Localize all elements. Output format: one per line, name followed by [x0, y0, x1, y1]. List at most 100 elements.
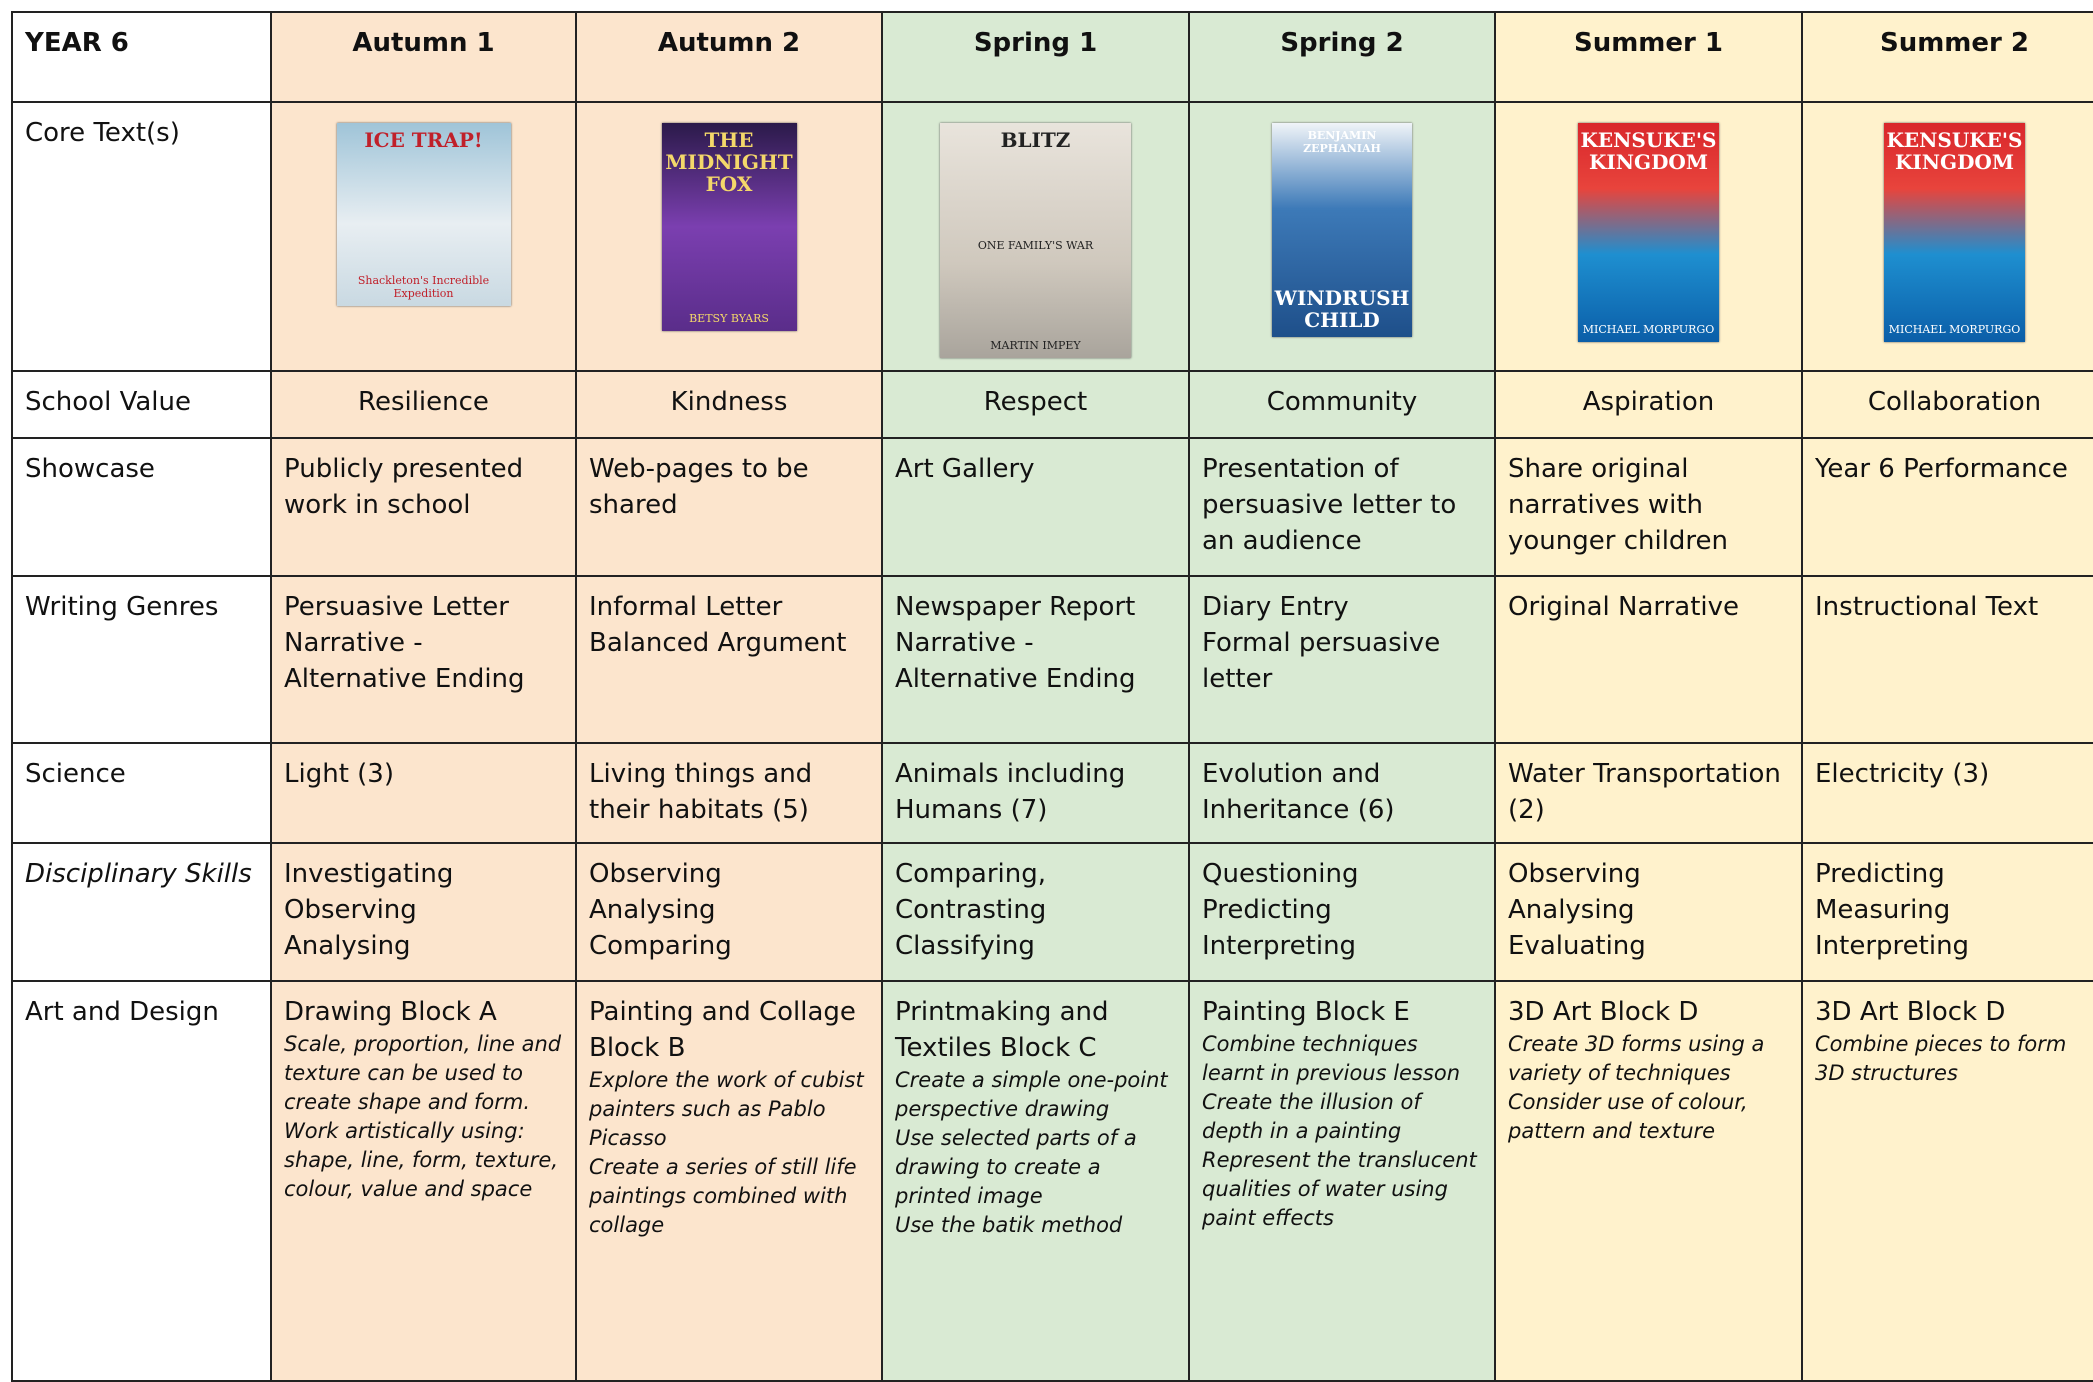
cell: Aspiration: [1494, 370, 1803, 439]
cell-line: Diary Entry: [1202, 592, 1349, 622]
art-cell: Printmaking and Textiles Block C Create a…: [881, 980, 1190, 1382]
cell-line: Classifying: [895, 931, 1035, 961]
cell-line: Newspaper Report: [895, 592, 1136, 622]
cell: Investigating Observing Analysing: [270, 842, 577, 982]
cell-line: Web-pages to be shared: [589, 454, 809, 520]
cell-line: Interpreting: [1815, 931, 1970, 961]
cell-line: Share original narratives with younger c…: [1508, 454, 1729, 556]
cover-title: THE MIDNIGHT FOX: [665, 128, 793, 196]
cell-line: Observing: [1508, 859, 1641, 889]
art-note: Create the illusion of depth in a painti…: [1202, 1090, 1421, 1143]
cell-line: Interpreting: [1202, 931, 1357, 961]
cover-title: KENSUKE'S KINGDOM: [1580, 128, 1717, 174]
cell: Share original narratives with younger c…: [1494, 437, 1803, 577]
art-cell: 3D Art Block D Combine pieces to form 3D …: [1801, 980, 2093, 1382]
cover-cell: THE MIDNIGHT FOX BETSY BYARS: [575, 101, 883, 372]
cell: Comparing, Contrasting Classifying: [881, 842, 1190, 982]
cell: Resilience: [270, 370, 577, 439]
cell: Instructional Text: [1801, 575, 2093, 744]
cell-line: Predicting: [1815, 859, 1945, 889]
cell-line: Evaluating: [1508, 931, 1646, 961]
cell: Living things and their habitats (5): [575, 742, 883, 844]
cell-line: Narrative - Alternative Ending: [284, 628, 525, 694]
row-label: Showcase: [11, 437, 272, 577]
cover-title: ICE TRAP!: [364, 128, 483, 152]
term-header: Autumn 1: [270, 11, 577, 103]
cell-line: Living things and their habitats (5): [589, 759, 813, 825]
cell-line: Year 6 Performance: [1815, 454, 2068, 484]
art-note: Scale, proportion, line and texture can …: [284, 1032, 562, 1114]
art-note: Combine techniques learnt in previous le…: [1202, 1032, 1461, 1085]
art-note: Represent the translucent qualities of w…: [1202, 1148, 1477, 1230]
cell-line: Light (3): [284, 759, 394, 789]
cell-line: Respect: [983, 387, 1088, 417]
cell-line: Observing: [589, 859, 722, 889]
cover-title: KENSUKE'S KINGDOM: [1886, 128, 2023, 174]
cell-line: Observing: [284, 895, 417, 925]
term-header: Spring 2: [1188, 11, 1496, 103]
cover-cell: ICE TRAP! Shackleton's Incredible Expedit…: [270, 101, 577, 372]
cover-author: MICHAEL MORPURGO: [1888, 323, 2021, 336]
cell-line: Aspiration: [1582, 387, 1715, 417]
table-row: Writing Genres Persuasive Letter Narrative…: [11, 575, 2093, 744]
book-cover: KENSUKE'S KINGDOM MICHAEL MORPURGO: [1578, 123, 1719, 342]
book-cover: ICE TRAP! Shackleton's Incredible Expedit…: [336, 123, 511, 306]
cell: Evolution and Inheritance (6): [1188, 742, 1496, 844]
cell-line: Analysing: [1508, 895, 1635, 925]
cell-line: Questioning: [1202, 859, 1359, 889]
art-block-title: Painting Block E: [1202, 997, 1410, 1027]
art-note: Use the batik method: [895, 1213, 1123, 1237]
cell: Water Transportation (2): [1494, 742, 1803, 844]
cover-subtitle: ONE FAMILY'S WAR: [977, 238, 1094, 252]
book-cover: BLITZ ONE FAMILY'S WAR MARTIN IMPEY: [940, 123, 1131, 358]
cell-line: Persuasive Letter: [284, 592, 509, 622]
cell: Web-pages to be shared: [575, 437, 883, 577]
cell-line: Publicly presented work in school: [284, 454, 524, 520]
art-cell: Painting Block E Combine techniques learn…: [1188, 980, 1496, 1382]
cell-line: Water Transportation (2): [1508, 759, 1781, 825]
cell: Original Narrative: [1494, 575, 1803, 744]
art-block-title: Drawing Block A: [284, 997, 497, 1027]
art-note: Explore the work of cubist painters such…: [589, 1068, 864, 1150]
cell-line: Electricity (3): [1815, 759, 1990, 789]
cell-line: Comparing: [589, 931, 732, 961]
art-note: Consider use of colour, pattern and text…: [1508, 1090, 1748, 1143]
cell-line: Resilience: [358, 387, 489, 417]
cover-title: BLITZ: [1000, 128, 1071, 152]
cover-cell: BENJAMIN ZEPHANIAH WINDRUSH CHILD: [1188, 101, 1496, 372]
cell-line: Narrative - Alternative Ending: [895, 628, 1136, 694]
cell-line: Predicting: [1202, 895, 1332, 925]
row-label: Core Text(s): [11, 101, 272, 372]
cell-line: Measuring: [1815, 895, 1951, 925]
cover-author: BENJAMIN ZEPHANIAH: [1303, 129, 1381, 155]
cell: Informal Letter Balanced Argument: [575, 575, 883, 744]
row-label: Art and Design: [11, 980, 272, 1382]
art-row: Art and Design Drawing Block A Scale, prop…: [11, 980, 2093, 1382]
cover-cell: KENSUKE'S KINGDOM MICHAEL MORPURGO: [1494, 101, 1803, 372]
row-label: Writing Genres: [11, 575, 272, 744]
art-note: Create a simple one-point perspective dr…: [895, 1068, 1168, 1121]
term-header: Spring 1: [881, 11, 1190, 103]
cell: Art Gallery: [881, 437, 1190, 577]
cell-line: Art Gallery: [895, 454, 1035, 484]
cover-author: MARTIN IMPEY: [990, 339, 1081, 352]
cell-line: Original Narrative: [1508, 592, 1740, 622]
cover-author: MICHAEL MORPURGO: [1582, 323, 1715, 336]
cell-line: Analysing: [284, 931, 411, 961]
table-row: Showcase Publicly presented work in schoo…: [11, 437, 2093, 577]
cell: Questioning Predicting Interpreting: [1188, 842, 1496, 982]
art-note: Work artistically using: shape, line, fo…: [284, 1119, 559, 1201]
cell: Light (3): [270, 742, 577, 844]
book-cover: THE MIDNIGHT FOX BETSY BYARS: [661, 123, 797, 331]
cell-line: Investigating: [284, 859, 454, 889]
cell: Predicting Measuring Interpreting: [1801, 842, 2093, 982]
cell: Observing Analysing Evaluating: [1494, 842, 1803, 982]
cell-line: Kindness: [670, 387, 788, 417]
art-block-title: 3D Art Block D: [1815, 997, 2006, 1027]
cell: Animals including Humans (7): [881, 742, 1190, 844]
cell: Collaboration: [1801, 370, 2093, 439]
art-cell: 3D Art Block D Create 3D forms using a va…: [1494, 980, 1803, 1382]
art-note: Create 3D forms using a variety of techn…: [1508, 1032, 1765, 1085]
art-block-title: Painting and Collage Block B: [589, 997, 856, 1063]
cover-subtitle: Shackleton's Incredible Expedition: [357, 274, 490, 300]
